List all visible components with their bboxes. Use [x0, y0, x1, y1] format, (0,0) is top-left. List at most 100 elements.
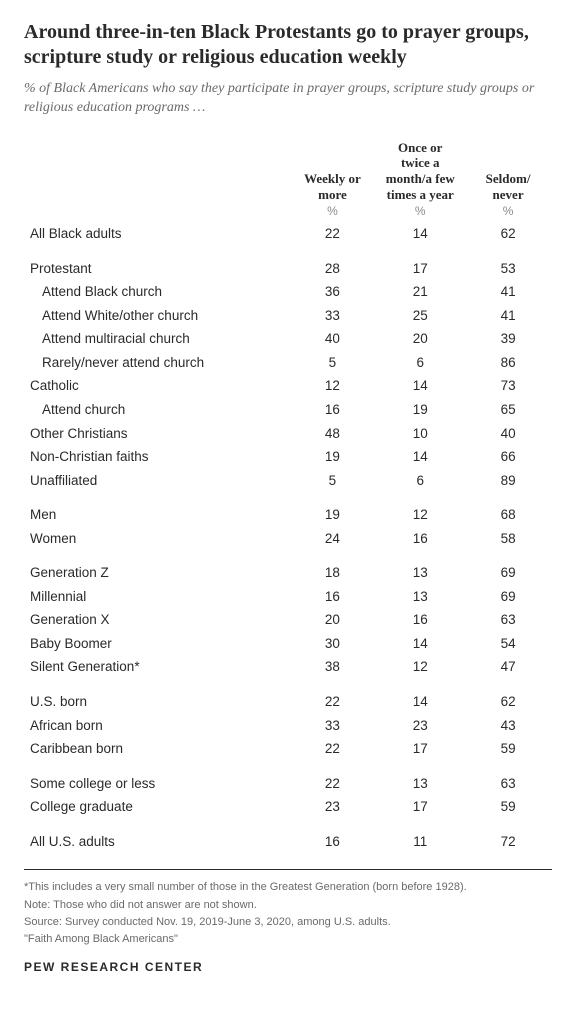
table-row: Silent Generation*381247	[24, 655, 552, 679]
row-value: 23	[289, 795, 377, 819]
pct-row: % % %	[24, 204, 552, 222]
row-value: 5	[289, 469, 377, 493]
row-value: 21	[376, 280, 464, 304]
row-value: 47	[464, 655, 552, 679]
row-value: 19	[289, 445, 377, 469]
row-value: 22	[289, 761, 377, 796]
row-value: 16	[376, 527, 464, 551]
row-label: Rarely/never attend church	[24, 351, 289, 375]
table-row: Attend Black church362141	[24, 280, 552, 304]
header-row: Weekly or more Once or twice a month/a f…	[24, 136, 552, 204]
row-value: 13	[376, 761, 464, 796]
row-value: 69	[464, 550, 552, 585]
row-value: 53	[464, 246, 552, 281]
row-value: 11	[376, 819, 464, 854]
row-label: Attend White/other church	[24, 304, 289, 328]
row-value: 19	[289, 492, 377, 527]
row-value: 40	[289, 327, 377, 351]
row-value: 62	[464, 679, 552, 714]
row-label: Protestant	[24, 246, 289, 281]
row-value: 13	[376, 585, 464, 609]
pct-1: %	[289, 204, 377, 222]
row-value: 65	[464, 398, 552, 422]
table-row: Men191268	[24, 492, 552, 527]
table-row: Rarely/never attend church5686	[24, 351, 552, 375]
row-label: Caribbean born	[24, 737, 289, 761]
row-value: 33	[289, 304, 377, 328]
table-row: Generation X201663	[24, 608, 552, 632]
row-value: 12	[289, 374, 377, 398]
row-label: Women	[24, 527, 289, 551]
row-value: 16	[376, 608, 464, 632]
table-row: Baby Boomer301454	[24, 632, 552, 656]
row-value: 16	[289, 585, 377, 609]
table-row: College graduate231759	[24, 795, 552, 819]
row-label: Baby Boomer	[24, 632, 289, 656]
row-value: 14	[376, 679, 464, 714]
row-value: 17	[376, 737, 464, 761]
row-value: 63	[464, 761, 552, 796]
row-label: Unaffiliated	[24, 469, 289, 493]
table-row: Millennial161369	[24, 585, 552, 609]
row-label: All Black adults	[24, 222, 289, 246]
footnote-1: *This includes a very small number of th…	[24, 880, 552, 895]
row-value: 69	[464, 585, 552, 609]
row-value: 33	[289, 714, 377, 738]
pct-2: %	[376, 204, 464, 222]
row-value: 48	[289, 422, 377, 446]
row-value: 62	[464, 222, 552, 246]
table-row: All Black adults221462	[24, 222, 552, 246]
row-value: 41	[464, 304, 552, 328]
footnote-3: Source: Survey conducted Nov. 19, 2019-J…	[24, 915, 552, 930]
footnote-4: "Faith Among Black Americans"	[24, 932, 552, 947]
row-value: 22	[289, 737, 377, 761]
row-value: 36	[289, 280, 377, 304]
row-value: 59	[464, 795, 552, 819]
row-value: 38	[289, 655, 377, 679]
row-label: African born	[24, 714, 289, 738]
row-value: 63	[464, 608, 552, 632]
row-label: Some college or less	[24, 761, 289, 796]
header-col-2: Once or twice a month/a few times a year	[376, 136, 464, 204]
row-value: 28	[289, 246, 377, 281]
row-value: 12	[376, 655, 464, 679]
table-row: All U.S. adults161172	[24, 819, 552, 854]
table-row: African born332343	[24, 714, 552, 738]
row-value: 6	[376, 351, 464, 375]
row-value: 54	[464, 632, 552, 656]
header-blank	[24, 136, 289, 204]
header-col-3: Seldom/ never	[464, 136, 552, 204]
row-value: 66	[464, 445, 552, 469]
row-label: Silent Generation*	[24, 655, 289, 679]
row-value: 22	[289, 222, 377, 246]
row-label: College graduate	[24, 795, 289, 819]
row-value: 6	[376, 469, 464, 493]
row-value: 14	[376, 374, 464, 398]
table-row: U.S. born221462	[24, 679, 552, 714]
row-label: Generation X	[24, 608, 289, 632]
table-row: Caribbean born221759	[24, 737, 552, 761]
row-value: 73	[464, 374, 552, 398]
row-label: Catholic	[24, 374, 289, 398]
row-value: 17	[376, 795, 464, 819]
footnote-2: Note: Those who did not answer are not s…	[24, 898, 552, 913]
table-row: Catholic121473	[24, 374, 552, 398]
row-value: 39	[464, 327, 552, 351]
row-value: 41	[464, 280, 552, 304]
table-row: Attend White/other church332541	[24, 304, 552, 328]
table-row: Some college or less221363	[24, 761, 552, 796]
row-value: 30	[289, 632, 377, 656]
row-label: Non-Christian faiths	[24, 445, 289, 469]
row-value: 5	[289, 351, 377, 375]
table-row: Women241658	[24, 527, 552, 551]
row-value: 14	[376, 222, 464, 246]
row-value: 19	[376, 398, 464, 422]
table-row: Unaffiliated5689	[24, 469, 552, 493]
row-value: 24	[289, 527, 377, 551]
row-value: 40	[464, 422, 552, 446]
row-value: 22	[289, 679, 377, 714]
table-row: Non-Christian faiths191466	[24, 445, 552, 469]
row-value: 72	[464, 819, 552, 854]
row-value: 13	[376, 550, 464, 585]
row-value: 17	[376, 246, 464, 281]
